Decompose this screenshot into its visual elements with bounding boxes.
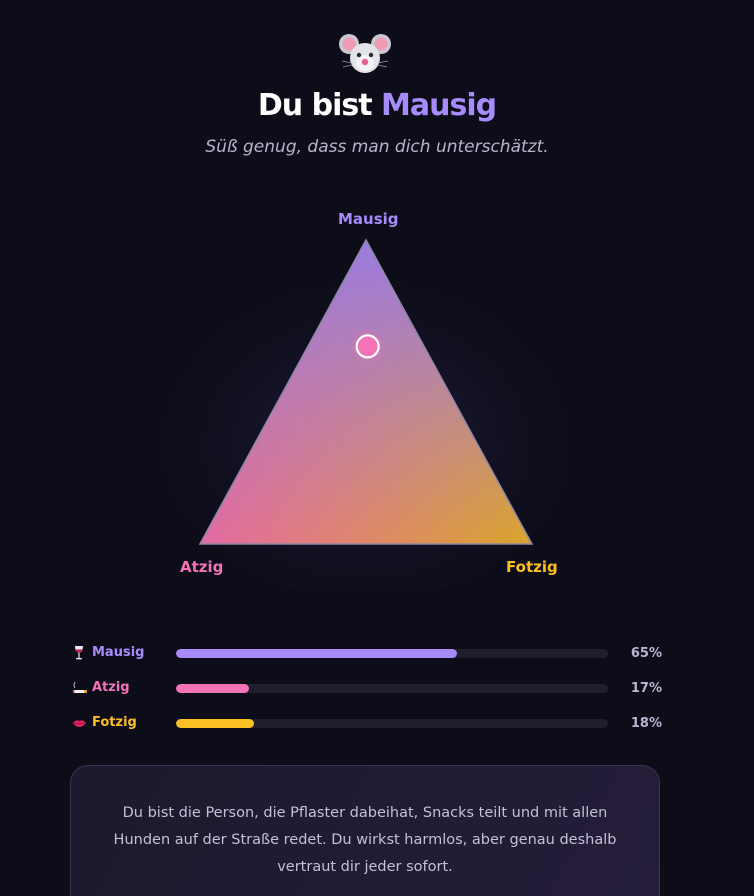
bar-row-fotzig: Fotzig 18% [72,713,672,735]
vertex-label-mausig: Mausig [338,210,399,228]
wine-glass-icon [72,645,88,661]
bar-track [176,719,608,728]
triangle-top-layer [200,240,532,544]
score-bars: Mausig 65% Atzig 17% Fotzig 18% [72,643,672,748]
result-title: Du bist Mausig [0,88,754,123]
position-marker [355,334,380,359]
vertex-label-fotzig: Fotzig [506,558,558,576]
title-accent: Mausig [381,88,497,123]
bar-track [176,649,608,658]
description-text: Du bist die Person, die Pflaster dabeiha… [113,805,617,875]
cigarette-icon [72,680,88,696]
bar-value: 65% [630,646,662,661]
triangle-svg [156,238,576,600]
bar-label: Atzig [92,680,130,695]
bar-label: Fotzig [92,715,137,730]
bar-row-atzig: Atzig 17% [72,678,672,700]
bar-fill-fotzig [176,719,254,728]
bar-row-mausig: Mausig 65% [72,643,672,665]
bar-track [176,684,608,693]
description-card: Du bist die Person, die Pflaster dabeiha… [70,765,660,896]
lips-icon [72,715,88,731]
bar-label: Mausig [92,645,145,660]
title-prefix: Du bist [257,88,382,123]
vertex-label-atzig: Atzig [180,558,224,576]
bar-value: 17% [630,681,662,696]
bar-fill-mausig [176,649,457,658]
triangle-outline [198,238,534,545]
personality-triangle: Mausig Atzig Fotzig [150,200,590,600]
bar-fill-atzig [176,684,250,693]
result-subtitle: Süß genug, dass man dich unterschätzt. [205,137,549,157]
mouse-face-icon [339,34,391,73]
bar-value: 18% [630,716,662,731]
